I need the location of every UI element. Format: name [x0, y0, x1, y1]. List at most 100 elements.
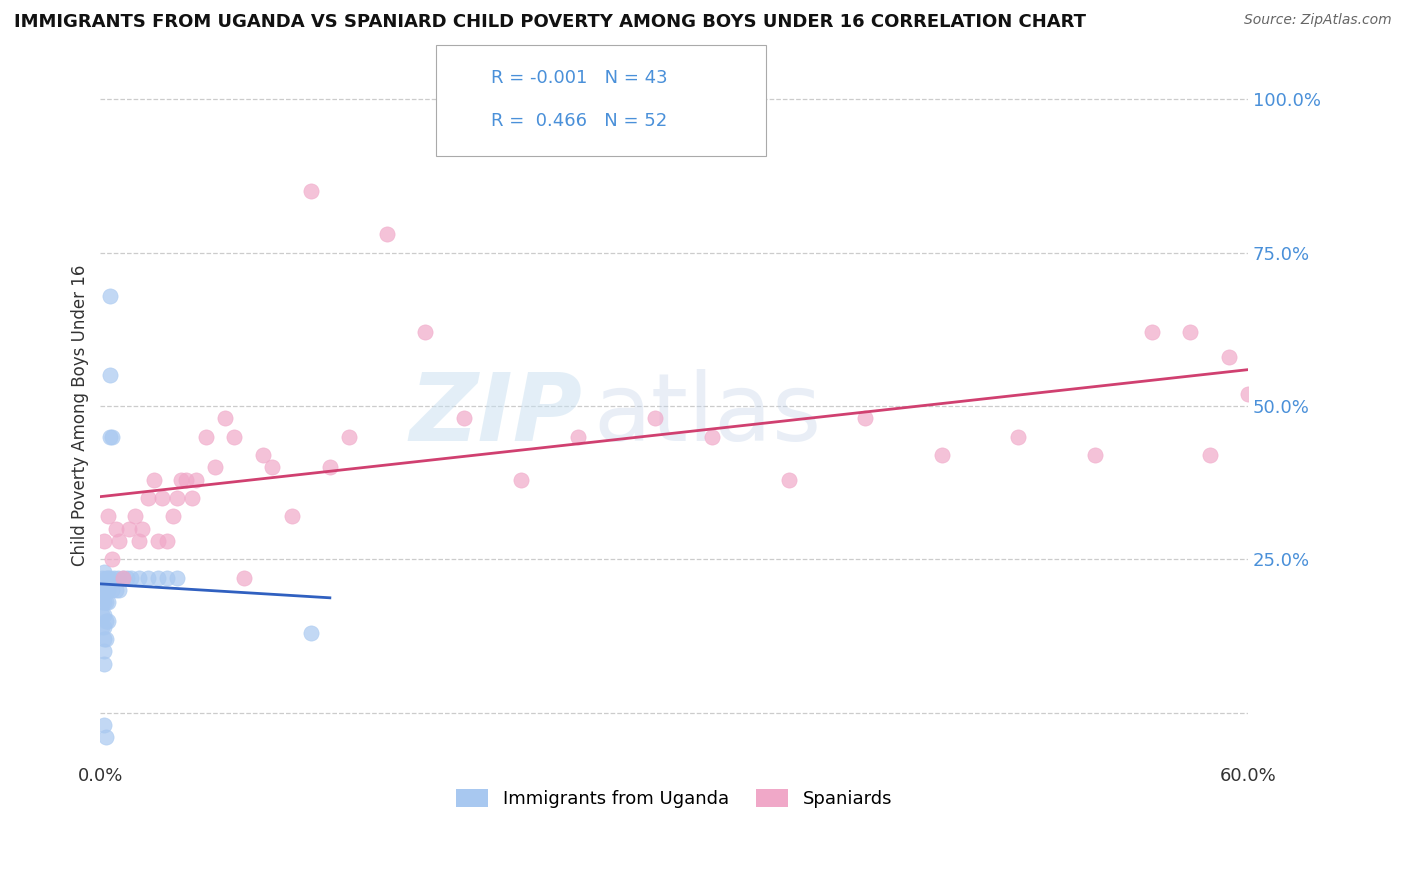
Point — [702, 429, 724, 443]
Point — [262, 460, 284, 475]
Point — [93, 565, 115, 579]
Point — [91, 571, 114, 585]
Point — [319, 460, 342, 475]
Point — [128, 571, 150, 585]
Point — [299, 184, 322, 198]
Point — [136, 571, 159, 585]
Point — [94, 614, 117, 628]
Point — [98, 571, 121, 585]
Point — [1198, 448, 1220, 462]
Text: atlas: atlas — [593, 369, 823, 461]
Point — [97, 614, 120, 628]
Point — [103, 571, 125, 585]
Point — [112, 571, 135, 585]
Point — [93, 644, 115, 658]
Point — [93, 533, 115, 548]
Point — [118, 522, 141, 536]
Point — [567, 429, 589, 443]
Point — [136, 491, 159, 505]
Point — [375, 227, 398, 242]
Point — [97, 582, 120, 597]
Point — [1275, 350, 1298, 364]
Point — [184, 473, 207, 487]
Point — [644, 411, 666, 425]
Point — [224, 429, 246, 443]
Point — [108, 582, 131, 597]
Point — [120, 571, 142, 585]
Point — [94, 582, 117, 597]
Point — [170, 473, 193, 487]
Text: Source: ZipAtlas.com: Source: ZipAtlas.com — [1244, 13, 1392, 28]
Point — [931, 448, 953, 462]
Point — [91, 607, 114, 622]
Point — [194, 429, 217, 443]
Point — [1237, 386, 1260, 401]
Y-axis label: Child Poverty Among Boys Under 16: Child Poverty Among Boys Under 16 — [72, 264, 89, 566]
Point — [204, 460, 226, 475]
Point — [101, 582, 124, 597]
Point — [94, 632, 117, 646]
Point — [94, 595, 117, 609]
Point — [98, 288, 121, 302]
Point — [146, 571, 169, 585]
Point — [101, 552, 124, 566]
Text: IMMIGRANTS FROM UGANDA VS SPANIARD CHILD POVERTY AMONG BOYS UNDER 16 CORRELATION: IMMIGRANTS FROM UGANDA VS SPANIARD CHILD… — [14, 13, 1085, 31]
Point — [156, 571, 179, 585]
Point — [181, 491, 204, 505]
Point — [778, 473, 800, 487]
Point — [853, 411, 876, 425]
Point — [1084, 448, 1107, 462]
Point — [156, 533, 179, 548]
Point — [142, 473, 165, 487]
Point — [104, 582, 127, 597]
Point — [93, 607, 115, 622]
Point — [1180, 326, 1202, 340]
Point — [299, 626, 322, 640]
Point — [166, 571, 188, 585]
Point — [280, 509, 302, 524]
Point — [98, 368, 121, 383]
Point — [93, 657, 115, 671]
Point — [97, 509, 120, 524]
Point — [1218, 350, 1240, 364]
Point — [94, 571, 117, 585]
Point — [91, 595, 114, 609]
Point — [97, 595, 120, 609]
Point — [91, 582, 114, 597]
Point — [1140, 326, 1163, 340]
Point — [128, 533, 150, 548]
Point — [93, 582, 115, 597]
Point — [176, 473, 198, 487]
Point — [214, 411, 236, 425]
Point — [112, 571, 135, 585]
Point — [93, 620, 115, 634]
Point — [91, 620, 114, 634]
Point — [94, 730, 117, 744]
Text: R = -0.001   N = 43: R = -0.001 N = 43 — [491, 69, 668, 87]
Point — [232, 571, 254, 585]
Point — [93, 718, 115, 732]
Point — [98, 429, 121, 443]
Point — [453, 411, 475, 425]
Point — [101, 429, 124, 443]
Point — [1285, 337, 1308, 351]
Point — [252, 448, 274, 462]
Text: R =  0.466   N = 52: R = 0.466 N = 52 — [491, 112, 666, 129]
Point — [108, 533, 131, 548]
Point — [115, 571, 138, 585]
Text: ZIP: ZIP — [409, 369, 582, 461]
Point — [124, 509, 146, 524]
Point — [1007, 429, 1029, 443]
Point — [97, 571, 120, 585]
Point — [146, 533, 169, 548]
Point — [162, 509, 184, 524]
Point — [510, 473, 533, 487]
Point — [166, 491, 188, 505]
Point — [93, 595, 115, 609]
Legend: Immigrants from Uganda, Spaniards: Immigrants from Uganda, Spaniards — [449, 781, 900, 815]
Point — [150, 491, 173, 505]
Point — [1256, 368, 1278, 383]
Point — [93, 632, 115, 646]
Point — [107, 571, 129, 585]
Point — [415, 326, 437, 340]
